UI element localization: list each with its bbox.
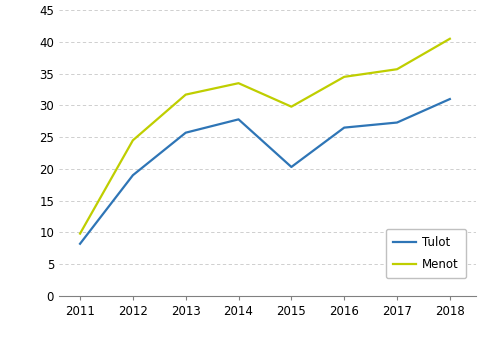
Tulot [341, 125, 347, 130]
Tulot [183, 131, 189, 135]
Menot [447, 37, 453, 41]
Tulot [77, 242, 83, 246]
Line: Tulot: Tulot [80, 99, 450, 244]
Menot [183, 92, 189, 97]
Menot [130, 138, 136, 142]
Legend: Tulot, Menot: Tulot, Menot [386, 229, 466, 278]
Line: Menot: Menot [80, 39, 450, 234]
Tulot [236, 117, 242, 121]
Menot [394, 67, 400, 71]
Menot [288, 105, 294, 109]
Menot [77, 232, 83, 236]
Tulot [288, 165, 294, 169]
Menot [341, 75, 347, 79]
Tulot [130, 173, 136, 177]
Tulot [394, 120, 400, 124]
Tulot [447, 97, 453, 101]
Menot [236, 81, 242, 85]
